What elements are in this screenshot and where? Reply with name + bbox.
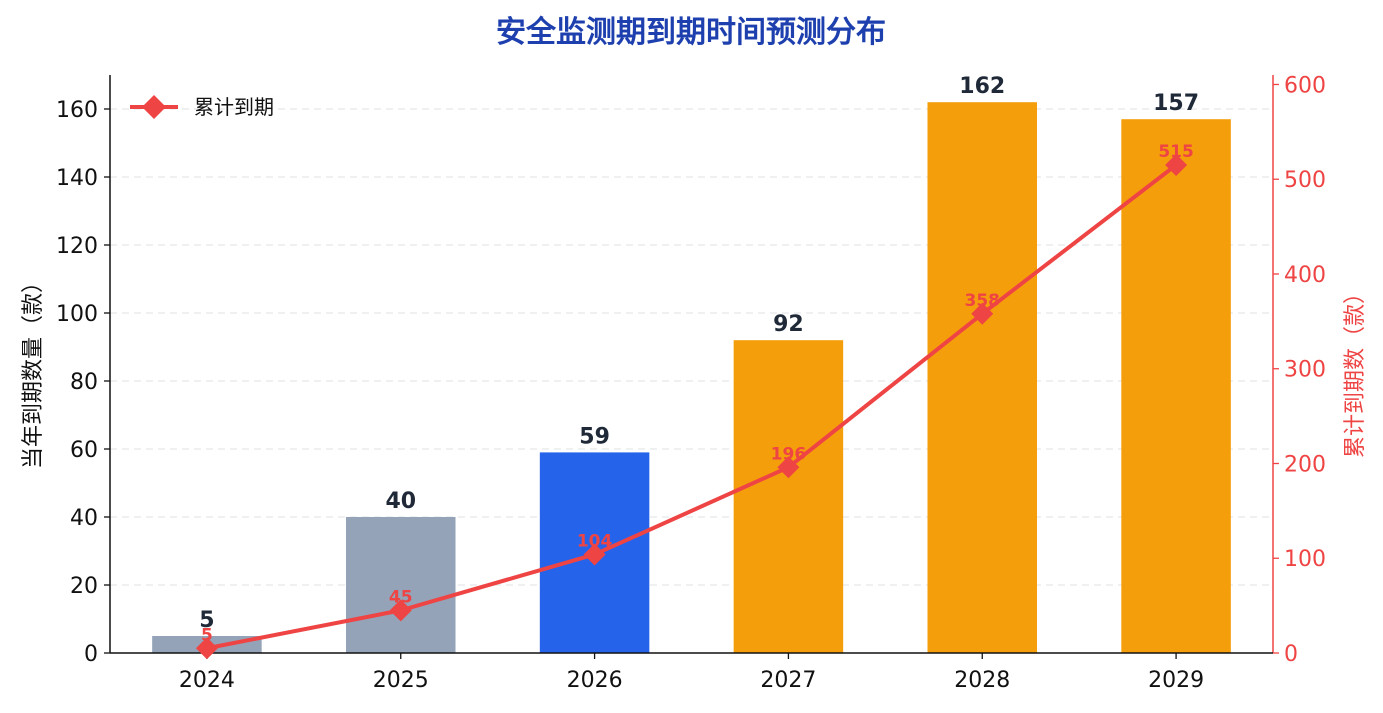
- y-right-tick-label-200: 200: [1284, 452, 1326, 477]
- legend-label-cumulative: 累计到期: [194, 95, 274, 119]
- y-left-tick-label-80: 80: [70, 370, 98, 395]
- y-right-tick-label-100: 100: [1284, 547, 1326, 572]
- data-labels: 5 40 59 92 162 157 5 45 104 196 358 515: [199, 74, 1199, 645]
- y-left-tick-label-140: 140: [56, 166, 98, 191]
- cumulative-value-label-2025: 45: [389, 587, 413, 607]
- cumulative-value-label-2027: 196: [771, 444, 807, 464]
- x-tick-label-2029: 2029: [1148, 668, 1204, 693]
- cumulative-line: [204, 163, 1179, 651]
- x-tick-label-2025: 2025: [373, 668, 429, 693]
- y-left-tick-label-100: 100: [56, 302, 98, 327]
- y-right-tick-label-600: 600: [1284, 73, 1326, 98]
- x-tick-label-2024: 2024: [179, 668, 235, 693]
- legend: 累计到期: [130, 95, 274, 119]
- bar-value-label-2028: 162: [959, 74, 1005, 99]
- y-axis-right-title: 累计到期数（款）: [1343, 282, 1368, 458]
- y-left-tick-label-40: 40: [70, 506, 98, 531]
- y-left-tick-label-120: 120: [56, 234, 98, 259]
- x-tick-label-2028: 2028: [954, 668, 1010, 693]
- y-right-tick-label-400: 400: [1284, 263, 1326, 288]
- y-left-tick-label-20: 20: [70, 574, 98, 599]
- y-axis-left-title: 当年到期数量（款）: [21, 271, 46, 469]
- bar-2028: [927, 102, 1038, 653]
- bar-value-label-2026: 59: [579, 424, 610, 449]
- y-right-tick-label-0: 0: [1284, 642, 1298, 667]
- legend-diamond-marker: [142, 95, 166, 119]
- y-right-tick-label-500: 500: [1284, 168, 1326, 193]
- x-tick-label-2027: 2027: [760, 668, 816, 693]
- bar-value-label-2029: 157: [1153, 91, 1199, 116]
- bar-2029: [1121, 119, 1231, 653]
- y-left-tick-label-60: 60: [70, 438, 98, 463]
- cumulative-point-2024: [195, 637, 218, 660]
- y-left-tick-label-0: 0: [84, 642, 98, 667]
- chart-title: 安全监测期到期时间预测分布: [496, 15, 886, 50]
- cumulative-point-2025: [389, 599, 412, 622]
- cumulative-value-label-2024: 5: [201, 625, 213, 645]
- cumulative-point-2028: [971, 302, 994, 325]
- y-right-tick-label-300: 300: [1284, 358, 1326, 383]
- y-left-tick-label-160: 160: [56, 98, 98, 123]
- bar-2027: [733, 340, 844, 653]
- cumulative-point-2026: [583, 543, 606, 566]
- cumulative-value-label-2028: 358: [965, 291, 1001, 311]
- cumulative-value-label-2026: 104: [577, 531, 613, 551]
- bar-value-label-2027: 92: [773, 312, 804, 337]
- axes: 0 20 40 60 80 100 120 140 160 0 100 200 300 400 500 600…: [56, 73, 1326, 693]
- grid-lines: [110, 108, 1273, 586]
- bar-2025: [345, 517, 456, 653]
- cumulative-line-series: [195, 154, 1188, 660]
- cumulative-value-label-2029: 515: [1158, 142, 1194, 162]
- x-tick-label-2026: 2026: [567, 668, 623, 693]
- bar-series: [152, 102, 1231, 653]
- bar-value-label-2024: 5: [199, 608, 214, 633]
- cumulative-point-2027: [777, 456, 800, 479]
- cumulative-point-2029: [1165, 154, 1188, 177]
- bar-value-label-2025: 40: [385, 489, 416, 514]
